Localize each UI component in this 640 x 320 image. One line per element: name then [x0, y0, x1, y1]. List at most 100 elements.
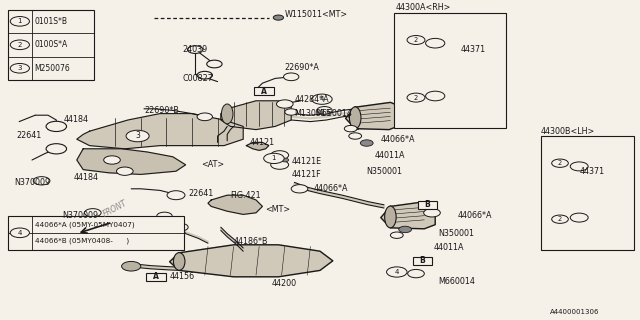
Circle shape [408, 269, 424, 278]
Text: FIG.421: FIG.421 [230, 191, 261, 200]
Text: 2: 2 [414, 95, 418, 100]
Circle shape [10, 40, 29, 50]
Text: 2: 2 [558, 216, 562, 222]
Circle shape [344, 125, 357, 132]
Text: 44371: 44371 [579, 167, 604, 176]
Circle shape [10, 63, 29, 73]
Circle shape [281, 158, 289, 162]
Polygon shape [547, 155, 605, 200]
Text: A: A [261, 87, 268, 96]
Text: M660014: M660014 [438, 277, 476, 286]
Bar [8, 216, 184, 250]
Text: <MT>: <MT> [266, 205, 291, 214]
Text: 44371: 44371 [461, 45, 486, 54]
Text: 1: 1 [271, 156, 276, 161]
Circle shape [197, 113, 212, 121]
Text: 4: 4 [18, 230, 22, 236]
Text: 44121F: 44121F [291, 170, 321, 179]
Circle shape [552, 215, 568, 223]
Circle shape [157, 212, 172, 220]
Text: 2: 2 [18, 42, 22, 48]
Text: M660014: M660014 [316, 109, 353, 118]
Text: 2: 2 [558, 160, 562, 166]
Circle shape [104, 156, 120, 164]
Circle shape [291, 185, 308, 193]
Bar [147, 273, 166, 281]
Circle shape [264, 153, 284, 164]
Ellipse shape [385, 206, 396, 228]
Text: 44066*B (05MY0408-      ): 44066*B (05MY0408- ) [35, 238, 129, 244]
Text: N370009: N370009 [14, 178, 50, 187]
Circle shape [271, 160, 289, 169]
Circle shape [116, 167, 133, 175]
Text: 44121: 44121 [250, 138, 275, 147]
Text: M250076: M250076 [35, 64, 70, 73]
Text: N350001: N350001 [367, 167, 403, 176]
Circle shape [271, 151, 289, 160]
Circle shape [167, 191, 185, 200]
Text: 44066*A: 44066*A [314, 184, 348, 193]
Polygon shape [403, 32, 458, 77]
Text: C00827: C00827 [182, 74, 213, 83]
Bar [541, 136, 634, 250]
Circle shape [188, 46, 203, 53]
Circle shape [276, 100, 293, 108]
Circle shape [552, 159, 568, 167]
Circle shape [317, 107, 332, 114]
Bar [255, 87, 274, 95]
Text: 0101S*B: 0101S*B [35, 17, 68, 26]
Text: 3: 3 [135, 132, 140, 140]
Circle shape [312, 94, 332, 104]
Text: 44066*A: 44066*A [381, 135, 415, 144]
Text: 22690*A: 22690*A [285, 63, 319, 72]
Text: 44200: 44200 [272, 279, 297, 288]
Text: 0100S*A: 0100S*A [35, 40, 68, 49]
Circle shape [207, 60, 222, 68]
Circle shape [360, 140, 373, 146]
Ellipse shape [173, 253, 185, 270]
Circle shape [570, 162, 588, 171]
Circle shape [173, 223, 188, 231]
Text: 22641: 22641 [16, 132, 41, 140]
Bar [394, 13, 506, 128]
Circle shape [399, 226, 412, 233]
Text: 44066*A (05MY-05MY0407): 44066*A (05MY-05MY0407) [35, 221, 134, 228]
Polygon shape [77, 149, 186, 174]
Ellipse shape [349, 107, 361, 129]
Polygon shape [246, 142, 269, 150]
Text: W115011<MT>: W115011<MT> [285, 10, 348, 19]
Polygon shape [170, 245, 333, 277]
Text: M130015: M130015 [294, 109, 332, 118]
Circle shape [46, 144, 67, 154]
Circle shape [407, 36, 425, 44]
Text: 44184: 44184 [74, 173, 99, 182]
Polygon shape [346, 102, 400, 130]
Circle shape [570, 213, 588, 222]
Circle shape [197, 71, 212, 79]
Polygon shape [381, 202, 435, 229]
Text: 4: 4 [320, 96, 324, 102]
Ellipse shape [550, 166, 558, 189]
Circle shape [424, 209, 440, 217]
Circle shape [349, 133, 362, 139]
Text: 24039: 24039 [182, 45, 207, 54]
Text: N350001: N350001 [438, 229, 474, 238]
Circle shape [126, 130, 149, 142]
Text: 44284*A: 44284*A [294, 95, 329, 104]
Text: 22690*B: 22690*B [144, 106, 179, 115]
Text: 44300B<LH>: 44300B<LH> [541, 127, 595, 136]
Text: 1: 1 [17, 18, 22, 24]
Text: B: B [425, 200, 430, 209]
Polygon shape [221, 101, 291, 130]
Polygon shape [77, 114, 243, 149]
Text: 2: 2 [414, 37, 418, 43]
Text: B: B [420, 256, 425, 265]
Circle shape [33, 177, 50, 185]
Text: 44066*A: 44066*A [458, 212, 492, 220]
Text: FRONT: FRONT [101, 199, 128, 219]
Bar [413, 257, 432, 265]
Text: A4400001306: A4400001306 [550, 309, 600, 315]
Circle shape [46, 121, 67, 132]
Text: 44121E: 44121E [291, 157, 321, 166]
Circle shape [426, 91, 445, 101]
